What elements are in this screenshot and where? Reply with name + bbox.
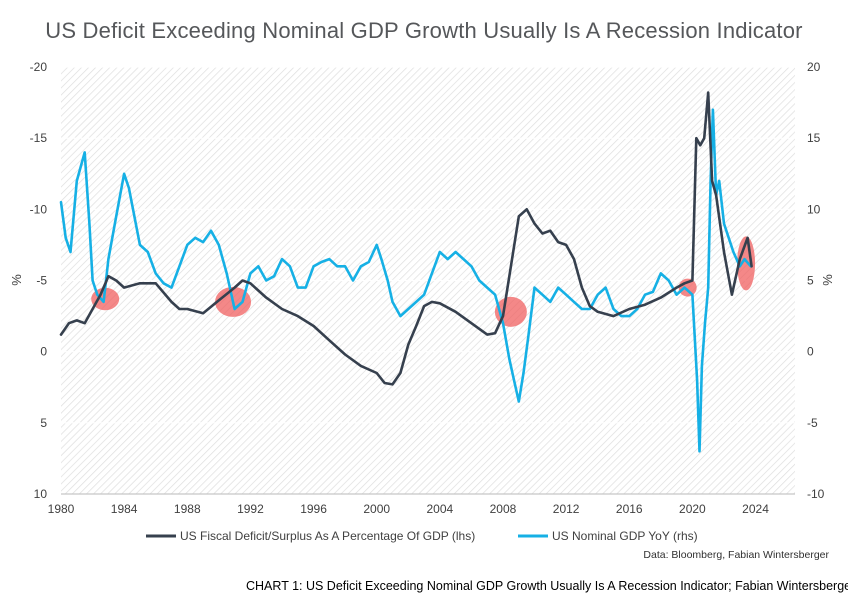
y-right-tick-label: 10 — [807, 202, 821, 216]
chart-title: US Deficit Exceeding Nominal GDP Growth … — [45, 18, 803, 43]
y-left-tick-label: 10 — [34, 487, 48, 501]
left-axis-unit: % — [9, 274, 24, 286]
y-left-tick-label: 0 — [40, 345, 47, 359]
legend: US Fiscal Deficit/Surplus As A Percentag… — [146, 529, 698, 543]
x-tick-label: 2016 — [616, 502, 643, 516]
x-tick-label: 1980 — [48, 502, 75, 516]
y-right-tick-label: -5 — [807, 416, 818, 430]
x-tick-label: 1992 — [237, 502, 264, 516]
series-lines — [59, 91, 753, 453]
y-right-tick-label: 0 — [807, 345, 814, 359]
x-tick-label: 1988 — [174, 502, 201, 516]
y-left-tick-label: 5 — [40, 416, 47, 430]
right-axis-unit: % — [820, 274, 835, 286]
x-tick-label: 2008 — [490, 502, 517, 516]
x-tick-label: 2024 — [742, 502, 769, 516]
y-right-tick-label: 15 — [807, 131, 821, 145]
x-tick-label: 2012 — [553, 502, 580, 516]
x-tick-label: 1996 — [300, 502, 327, 516]
y-right-tick-label: 20 — [807, 60, 821, 74]
y-left-tick-label: -15 — [30, 131, 48, 145]
figure-caption: CHART 1: US Deficit Exceeding Nominal GD… — [246, 579, 848, 593]
x-tick-label: 2020 — [679, 502, 706, 516]
x-tick-label: 1984 — [111, 502, 138, 516]
y-left-tick-label: -20 — [30, 60, 48, 74]
axis-labels: -20 -15 -10 -5 0 5 10 20 15 10 5 0 -5 -10 1980 1984 1988… — [30, 60, 825, 516]
legend-label-gdp: US Nominal GDP YoY (rhs) — [552, 529, 698, 543]
x-tick-label: 2000 — [363, 502, 390, 516]
source-note: Data: Bloomberg, Fabian Wintersberger — [643, 549, 829, 561]
y-left-tick-label: -10 — [30, 202, 48, 216]
y-right-tick-label: -10 — [807, 487, 825, 501]
deficit-series-line — [59, 91, 753, 386]
y-right-tick-label: 5 — [807, 274, 814, 288]
legend-label-deficit: US Fiscal Deficit/Surplus As A Percentag… — [180, 529, 475, 543]
x-tick-label: 2004 — [426, 502, 453, 516]
gdp-series-line — [59, 108, 753, 453]
y-left-tick-label: -5 — [36, 274, 47, 288]
